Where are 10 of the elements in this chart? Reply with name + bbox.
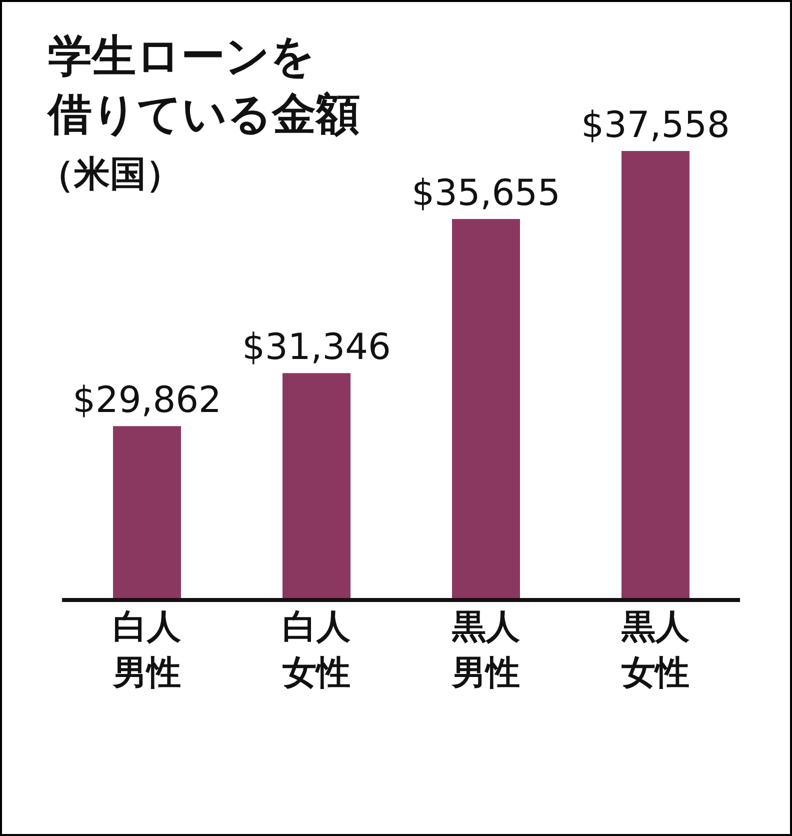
x-tick-label: 黒人女性	[620, 607, 690, 693]
x-tick-label: 白人男性	[112, 607, 182, 693]
chart-subtitle: （米国）	[38, 153, 183, 197]
data-label: $29,862	[72, 380, 222, 422]
data-label: $37,558	[581, 105, 730, 146]
data-label: $35,655	[412, 173, 560, 214]
data-label: $31,346	[242, 327, 391, 368]
x-tick-label: 黒人男性	[450, 607, 521, 693]
chart-title: 学生ローンを借りている金額	[48, 30, 360, 142]
x-tick-label: 白人女性	[281, 607, 352, 693]
